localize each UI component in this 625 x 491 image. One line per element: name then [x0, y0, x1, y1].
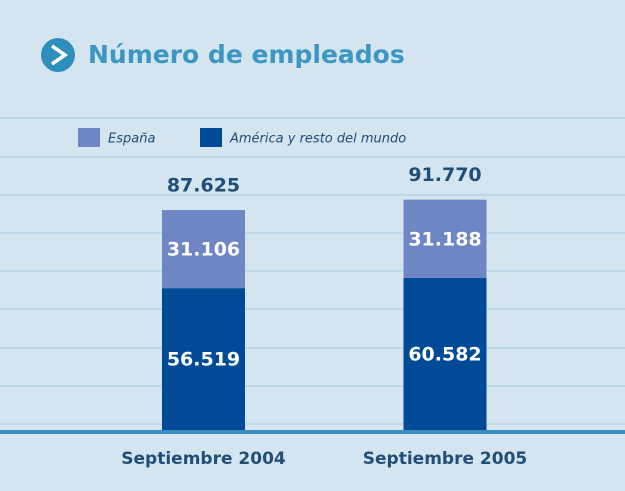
title-icon [41, 38, 75, 72]
bar-segment [162, 210, 245, 289]
chart-title: Número de empleados [88, 40, 405, 69]
bar-segment [162, 288, 245, 430]
title-icon-arrow [51, 44, 69, 66]
total-label: 87.625 [167, 175, 240, 197]
legend-swatch [200, 128, 222, 147]
legend-label: América y resto del mundo [229, 132, 406, 147]
x-tick-label: Septiembre 2004 [121, 449, 286, 469]
value-label: 56.519 [167, 349, 240, 371]
ruled-lines [0, 117, 625, 425]
bar-segment [403, 277, 487, 430]
bar-segment [403, 199, 487, 278]
legend-swatch [78, 128, 100, 147]
value-label: 60.582 [408, 343, 481, 365]
value-label: 31.106 [167, 239, 240, 261]
total-label: 91.770 [408, 164, 481, 186]
x-tick-label: Septiembre 2005 [363, 449, 527, 469]
value-label: 31.188 [408, 228, 481, 250]
legend-label: España [108, 132, 155, 147]
